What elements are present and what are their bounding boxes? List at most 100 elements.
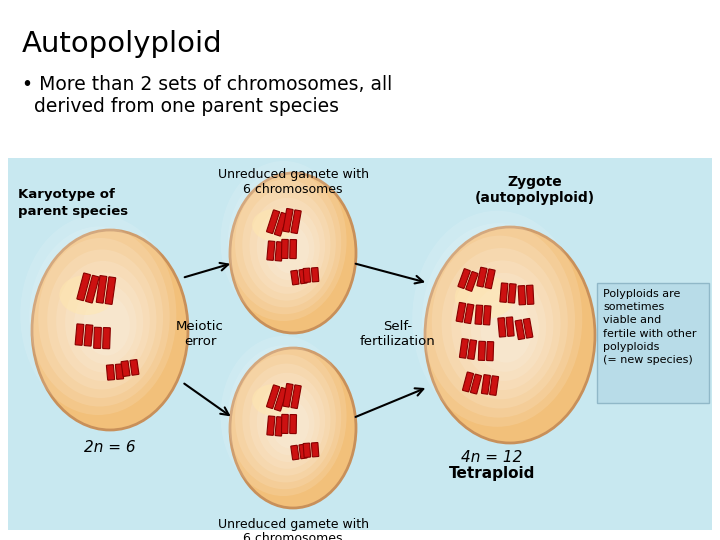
FancyBboxPatch shape	[115, 364, 124, 379]
Text: Meiotic: Meiotic	[176, 320, 224, 333]
FancyBboxPatch shape	[77, 273, 91, 301]
Ellipse shape	[252, 209, 296, 241]
FancyBboxPatch shape	[96, 275, 107, 303]
FancyBboxPatch shape	[456, 302, 466, 322]
FancyBboxPatch shape	[291, 385, 301, 409]
FancyBboxPatch shape	[130, 360, 139, 375]
Ellipse shape	[257, 382, 320, 462]
Ellipse shape	[230, 348, 356, 508]
FancyBboxPatch shape	[526, 285, 534, 305]
FancyBboxPatch shape	[84, 325, 93, 346]
Ellipse shape	[471, 285, 539, 372]
FancyBboxPatch shape	[105, 277, 116, 305]
FancyBboxPatch shape	[312, 267, 319, 282]
Text: Karyotype of
parent species: Karyotype of parent species	[18, 188, 128, 218]
Text: Autopolyploid: Autopolyploid	[22, 30, 222, 58]
FancyBboxPatch shape	[459, 339, 469, 358]
FancyBboxPatch shape	[289, 240, 297, 259]
FancyBboxPatch shape	[464, 304, 474, 323]
FancyBboxPatch shape	[274, 387, 287, 411]
FancyBboxPatch shape	[478, 341, 485, 360]
FancyBboxPatch shape	[523, 319, 533, 338]
FancyBboxPatch shape	[94, 327, 102, 348]
Ellipse shape	[432, 235, 568, 408]
Ellipse shape	[30, 226, 170, 407]
Text: • More than 2 sets of chromosomes, all: • More than 2 sets of chromosomes, all	[22, 75, 392, 94]
Ellipse shape	[461, 273, 546, 381]
Bar	[8, 158, 712, 530]
Ellipse shape	[451, 260, 554, 390]
Ellipse shape	[20, 215, 176, 415]
FancyBboxPatch shape	[75, 324, 84, 346]
FancyBboxPatch shape	[458, 269, 470, 288]
FancyBboxPatch shape	[282, 414, 288, 434]
Text: Polyploids are
sometimes
viable and
fertile with other
polyploids
(= new species: Polyploids are sometimes viable and fert…	[603, 289, 696, 365]
FancyBboxPatch shape	[267, 416, 275, 435]
FancyBboxPatch shape	[470, 374, 482, 394]
FancyBboxPatch shape	[266, 210, 279, 234]
FancyBboxPatch shape	[282, 239, 288, 259]
FancyBboxPatch shape	[485, 269, 495, 289]
FancyBboxPatch shape	[462, 372, 474, 392]
FancyBboxPatch shape	[516, 320, 525, 340]
FancyBboxPatch shape	[266, 385, 279, 409]
FancyBboxPatch shape	[275, 417, 283, 436]
FancyBboxPatch shape	[274, 212, 287, 236]
FancyBboxPatch shape	[299, 269, 307, 284]
FancyBboxPatch shape	[86, 275, 99, 303]
Ellipse shape	[32, 230, 188, 430]
FancyBboxPatch shape	[466, 272, 478, 291]
Ellipse shape	[441, 248, 561, 399]
Text: Zygote: Zygote	[508, 175, 562, 189]
FancyBboxPatch shape	[299, 444, 307, 459]
Ellipse shape	[250, 373, 325, 469]
Ellipse shape	[455, 275, 514, 319]
FancyBboxPatch shape	[121, 361, 130, 376]
FancyBboxPatch shape	[483, 306, 491, 325]
Ellipse shape	[65, 273, 143, 373]
FancyBboxPatch shape	[303, 268, 310, 282]
Ellipse shape	[220, 336, 346, 496]
Ellipse shape	[59, 275, 114, 315]
Ellipse shape	[74, 284, 137, 364]
FancyBboxPatch shape	[291, 270, 299, 285]
Ellipse shape	[243, 188, 330, 301]
FancyBboxPatch shape	[508, 284, 516, 303]
Text: Unreduced gamete with: Unreduced gamete with	[217, 168, 369, 181]
Ellipse shape	[264, 391, 315, 455]
Ellipse shape	[425, 227, 595, 443]
FancyBboxPatch shape	[467, 340, 477, 360]
Ellipse shape	[56, 261, 150, 381]
FancyBboxPatch shape	[498, 318, 506, 337]
Ellipse shape	[228, 170, 341, 314]
FancyBboxPatch shape	[477, 267, 487, 287]
Text: Self-: Self-	[384, 320, 413, 333]
Text: Tetraploid: Tetraploid	[449, 466, 535, 481]
FancyBboxPatch shape	[487, 342, 494, 361]
Ellipse shape	[271, 225, 309, 273]
FancyBboxPatch shape	[103, 328, 110, 349]
FancyBboxPatch shape	[275, 242, 283, 261]
Ellipse shape	[271, 400, 309, 448]
FancyBboxPatch shape	[506, 317, 514, 336]
FancyBboxPatch shape	[283, 208, 293, 232]
Ellipse shape	[83, 295, 130, 355]
Ellipse shape	[228, 345, 341, 489]
FancyBboxPatch shape	[291, 210, 301, 233]
FancyBboxPatch shape	[490, 376, 498, 395]
Ellipse shape	[48, 249, 156, 389]
Ellipse shape	[220, 161, 346, 321]
FancyBboxPatch shape	[107, 364, 114, 380]
Ellipse shape	[264, 216, 315, 280]
FancyBboxPatch shape	[267, 241, 275, 260]
Text: 4n = 12: 4n = 12	[462, 450, 523, 465]
Ellipse shape	[230, 173, 356, 333]
Ellipse shape	[252, 384, 296, 416]
Text: error: error	[184, 335, 216, 348]
Ellipse shape	[257, 207, 320, 287]
FancyBboxPatch shape	[291, 446, 299, 460]
FancyBboxPatch shape	[500, 283, 508, 302]
Text: (autopolyploid): (autopolyploid)	[475, 191, 595, 205]
Ellipse shape	[422, 223, 575, 417]
Text: Unreduced gamete with: Unreduced gamete with	[217, 518, 369, 531]
